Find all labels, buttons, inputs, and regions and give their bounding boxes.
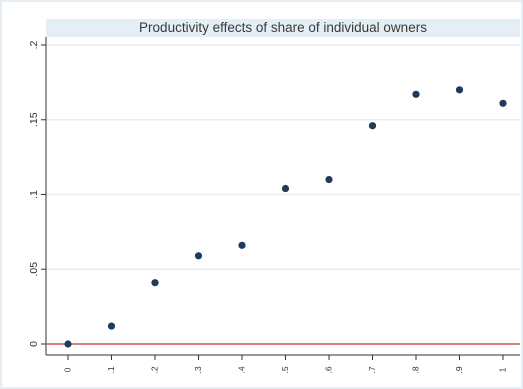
y-tick-label: .15 [28, 112, 40, 127]
data-point [194, 252, 203, 260]
data-point [238, 241, 246, 249]
title-band [46, 19, 520, 37]
y-tick-label: .05 [28, 262, 40, 277]
data-point [107, 322, 116, 330]
x-tick-label: 0 [62, 367, 72, 372]
x-tick-label: .1 [106, 366, 116, 373]
y-tick-labels: 0 .05 .1 .15 .2 [28, 40, 40, 346]
data-point [325, 175, 333, 184]
chart-title: Productivity effects of share of individ… [139, 20, 427, 35]
plot-area [46, 37, 520, 355]
y-tick-label: 0 [28, 341, 40, 347]
x-tick-label: .3 [193, 366, 203, 373]
data-point [64, 340, 72, 348]
x-tick-label: .5 [280, 366, 290, 373]
y-tick-label: .1 [28, 190, 40, 199]
x-tick-label: .8 [410, 366, 420, 373]
data-point [281, 184, 290, 193]
data-point [499, 99, 507, 107]
x-tick-labels: 0 .1 .2 .3 .4 .5 .6 .7 .8 .9 1 [62, 366, 507, 373]
x-tick-label: .6 [323, 366, 333, 373]
x-tick-label: .9 [454, 366, 464, 373]
data-point [151, 279, 159, 287]
grid-layer [46, 44, 520, 270]
x-tick-label: .4 [236, 366, 246, 373]
x-tick-label: 1 [497, 367, 507, 372]
x-tick-label: .7 [367, 366, 377, 373]
y-tick-label: .2 [28, 40, 40, 49]
data-point [368, 122, 377, 130]
data-point [455, 86, 464, 94]
points-layer [64, 86, 507, 348]
data-point [412, 90, 420, 98]
axis-layer [41, 37, 520, 360]
x-tick-label: .2 [149, 366, 159, 373]
